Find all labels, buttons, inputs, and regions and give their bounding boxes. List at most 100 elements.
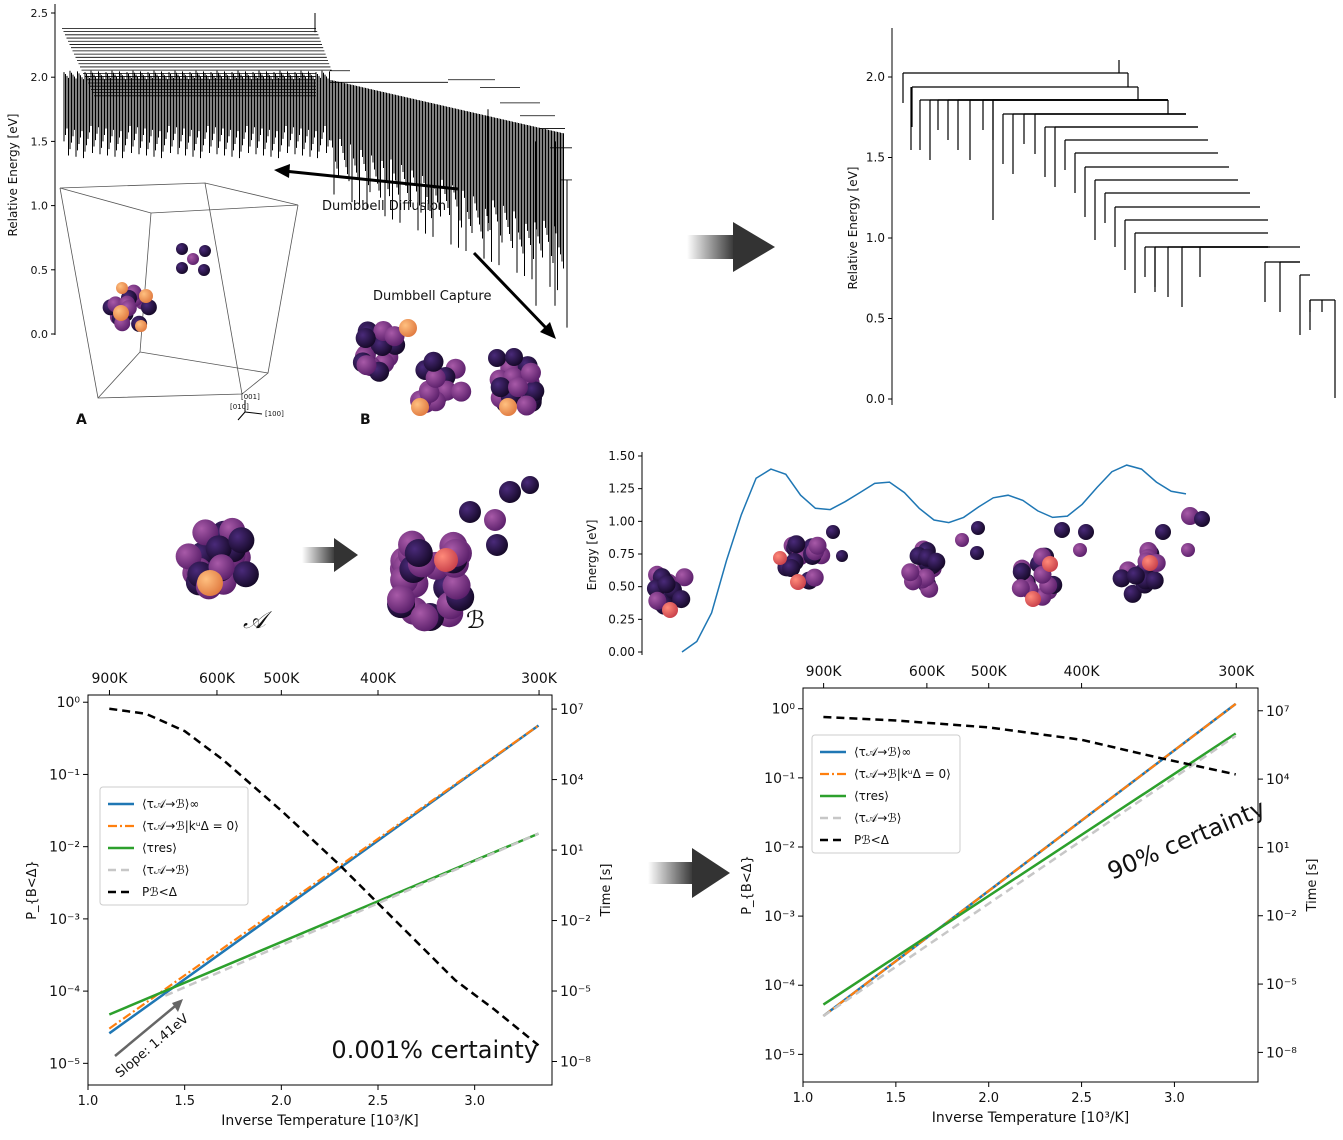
- y-axis-label: Relative Energy [eV]: [846, 167, 860, 290]
- atom: [657, 575, 676, 594]
- atom: [176, 262, 188, 274]
- y-tick-label: 10⁻¹: [764, 771, 795, 787]
- transition-arrow-top: [687, 222, 775, 272]
- atom: [1142, 555, 1158, 571]
- y2-axis-label: Time [s]: [1305, 859, 1320, 913]
- atom: [672, 590, 691, 609]
- atom: [1181, 543, 1195, 557]
- legend-label: ⟨τ𝒜→ℬ|kᵘΔ = 0⟩: [142, 819, 239, 833]
- y-tick-label: 10⁻²: [764, 840, 795, 856]
- captured-cluster-1: [352, 319, 417, 382]
- energy-curve: [681, 464, 1187, 653]
- axis-001-label: [001]: [241, 393, 260, 401]
- plot-frame: [87, 694, 553, 1086]
- series-line: [822, 734, 1237, 1018]
- legend-box: [811, 734, 961, 854]
- y-tick-label: 1.0: [31, 200, 49, 213]
- atom: [521, 476, 539, 494]
- atom: [410, 603, 439, 632]
- atom: [662, 602, 678, 618]
- legend-label: ⟨τ𝒜→ℬ|kᵘΔ = 0⟩: [854, 767, 951, 781]
- y-ticks: 0.00 0.25 0.50 0.75 1.00 1.25 1.50: [608, 449, 642, 659]
- top-tick-label: 300K: [1218, 664, 1255, 680]
- y2-tick-label: 10⁴: [1266, 772, 1290, 788]
- series-line: [823, 715, 1236, 776]
- y-tick-label: 1.00: [608, 514, 635, 528]
- dendrogram-branches: [62, 13, 572, 328]
- top-tick-label: 400K: [360, 671, 397, 687]
- atom: [1025, 591, 1041, 607]
- atom: [187, 253, 199, 265]
- panel-label-a: A: [76, 412, 87, 428]
- top-tick-label: 300K: [521, 671, 558, 687]
- x-tick-label: 2.5: [1071, 1091, 1092, 1106]
- atom: [140, 299, 157, 316]
- atom: [970, 546, 984, 560]
- top-tick-label: 600K: [909, 664, 946, 680]
- series-line: [822, 732, 1237, 1006]
- atom: [399, 319, 417, 337]
- atom: [505, 348, 523, 366]
- top-tick-label: 400K: [1064, 664, 1101, 680]
- kinetics-chart-left: 1.0 1.5 2.0 2.5 3.0 Inverse Temperature [10³/…: [25, 671, 614, 1129]
- legend-label: Pℬ<Δ: [854, 833, 890, 847]
- state-a-label: 𝒜: [243, 606, 273, 634]
- atom: [499, 481, 521, 503]
- transition-arrow-ab: [302, 538, 358, 572]
- state-b-label: ℬ: [466, 606, 485, 634]
- x-tick-label: 1.0: [78, 1094, 99, 1109]
- y-tick-label: 10⁻³: [764, 909, 795, 925]
- y-ticks: 0.0 0.5 1.0 1.5 2.0 2.5: [31, 7, 55, 341]
- y-tick-label: 10⁻³: [49, 912, 80, 928]
- atom: [1078, 524, 1094, 540]
- y-tick-label: 0.75: [608, 547, 635, 561]
- atom: [787, 535, 806, 554]
- plot-frame: [802, 687, 1259, 1083]
- y2-tick-label: 10⁻²: [560, 914, 591, 930]
- y-tick-label: 1.5: [31, 135, 49, 148]
- atom: [1073, 543, 1087, 557]
- atom: [675, 568, 694, 587]
- y-tick-label: 0.0: [866, 392, 885, 406]
- y-tick-label: 10⁰: [57, 695, 81, 711]
- atom: [486, 534, 508, 556]
- y-tick-label: 0.00: [608, 645, 635, 659]
- x-tick-label: 3.0: [464, 1094, 485, 1109]
- disconnectivity-graph-full: 0.0 0.5 1.0 1.5 2.0 2.5 Relative Energy [eV]: [6, 4, 572, 341]
- legend-label: ⟨τ𝒜→ℬ⟩: [854, 811, 901, 825]
- atom: [790, 574, 806, 590]
- y-tick-label: 10⁰: [772, 702, 796, 718]
- y2-axis-label: Time [s]: [599, 864, 614, 918]
- y-tick-label: 10⁻¹: [49, 767, 80, 783]
- dumbbell-diffusion-label: Dumbbell Diffusion: [322, 199, 446, 214]
- diffusion-arrow: [274, 164, 459, 191]
- atom: [499, 398, 517, 416]
- x-tick-label: 1.0: [793, 1091, 814, 1106]
- y2-tick-label: 10⁻²: [1266, 909, 1297, 925]
- atom: [1155, 524, 1171, 540]
- path-snapshots: [646, 507, 1210, 618]
- y-tick-label: 0.0: [31, 328, 49, 341]
- dendrogram-branches: [902, 60, 1336, 398]
- captured-cluster-3: [488, 348, 545, 416]
- atom: [355, 328, 376, 349]
- y-tick-label: 1.0: [866, 231, 885, 245]
- simulation-box: [59, 182, 299, 399]
- axis-100-label: [100]: [265, 410, 284, 418]
- dumbbell-in-box: [176, 243, 211, 276]
- dumbbell-capture-label: Dumbbell Capture: [373, 289, 491, 304]
- y2-tick-label: 10¹: [560, 843, 583, 859]
- atom: [423, 351, 444, 372]
- y-tick-label: 1.5: [866, 151, 885, 165]
- legend-label: ⟨τ𝒜→ℬ⟩: [142, 863, 189, 877]
- capture-arrow: [472, 251, 556, 339]
- atom: [1194, 511, 1210, 527]
- captured-cluster-2: [410, 351, 472, 416]
- atom: [139, 289, 153, 303]
- atom: [1011, 579, 1030, 598]
- legend-label: ⟨τ𝒜→ℬ⟩∞: [142, 797, 199, 811]
- atom: [199, 245, 211, 257]
- atom: [197, 570, 223, 596]
- atom: [135, 320, 147, 332]
- atom: [387, 585, 416, 614]
